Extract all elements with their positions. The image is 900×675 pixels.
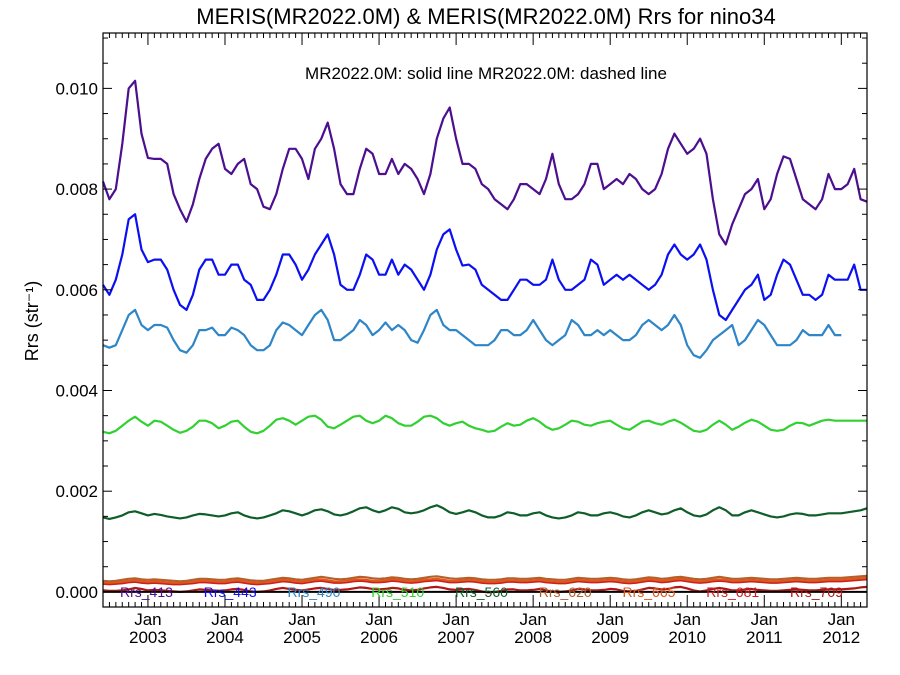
x-axis: Jan2003Jan2004Jan2005Jan2006Jan2007Jan20…: [102, 33, 868, 647]
legend-item-rrs-681: Rrs_681: [706, 584, 759, 600]
x-tick-year-label: 2012: [822, 628, 860, 647]
plot-frame: [102, 32, 868, 608]
legend-item-rrs-413: Rrs_413: [120, 584, 173, 600]
plot-area: [101, 32, 868, 608]
x-tick-month-label: Jan: [288, 610, 315, 629]
legend-item-rrs-560: Rrs_560: [455, 584, 508, 600]
series-line-rrs-510: [102, 414, 867, 435]
legend-item-rrs-490: Rrs_490: [288, 584, 341, 600]
y-axis-label: Rrs (str⁻¹): [22, 281, 42, 361]
y-tick-label: 0.004: [55, 381, 98, 400]
x-tick-year-label: 2011: [746, 628, 783, 647]
legend-item-rrs-443: Rrs_443: [204, 584, 257, 600]
x-tick-month-label: Jan: [828, 610, 855, 629]
series-line-rrs-681: [102, 578, 868, 586]
series-line-rrs-413: [101, 79, 868, 246]
x-tick-year-label: 2009: [591, 628, 629, 647]
y-tick-label: 0.002: [55, 482, 98, 501]
x-tick-year-label: 2008: [514, 628, 552, 647]
legend-item-rrs-620: Rrs_620: [539, 584, 592, 600]
x-tick-year-label: 2004: [206, 628, 244, 647]
x-tick-month-label: Jan: [442, 610, 469, 629]
legend-item-rrs-510: Rrs_510: [371, 584, 424, 600]
x-tick-year-label: 2007: [437, 628, 475, 647]
y-axis: 0.000 0.002 0.004 0.006 0.008 0.010: [55, 37, 867, 602]
y-tick-label: 0.000: [55, 583, 98, 602]
x-tick-month-label: Jan: [674, 610, 701, 629]
x-tick-month-label: Jan: [134, 610, 161, 629]
line-style-annotation: MR2022.0M: solid line MR2022.0M: dashed …: [305, 64, 667, 83]
legend-item-rrs-665: Rrs_665: [623, 584, 676, 600]
series-line-rrs-490: [102, 308, 842, 359]
x-tick-year-label: 2005: [283, 628, 321, 647]
series-line-rrs-443: [102, 213, 867, 322]
series-line-rrs-560: [102, 504, 868, 521]
x-tick-year-label: 2010: [668, 628, 706, 647]
x-tick-month-label: Jan: [211, 610, 238, 629]
series-lines: [101, 79, 868, 594]
series-line-rrs-665: [102, 576, 868, 584]
x-tick-month-label: Jan: [596, 610, 623, 629]
x-tick-month-label: Jan: [365, 610, 392, 629]
legend: Rrs_413 Rrs_443 Rrs_490 Rrs_510 Rrs_560 Rrs_6…: [120, 584, 843, 600]
x-tick-month-label: Jan: [519, 610, 546, 629]
chart-title: MERIS(MR2022.0M) & MERIS(MR2022.0M) Rrs …: [196, 4, 776, 29]
y-tick-label: 0.010: [55, 79, 98, 98]
series-line-rrs-620: [102, 574, 868, 583]
y-tick-label: 0.008: [55, 180, 98, 199]
x-tick-month-label: Jan: [751, 610, 778, 629]
x-tick-year-label: 2006: [360, 628, 398, 647]
y-tick-label: 0.006: [55, 281, 98, 300]
legend-item-rrs-709: Rrs_709: [790, 584, 843, 600]
x-tick-year-label: 2003: [129, 628, 167, 647]
